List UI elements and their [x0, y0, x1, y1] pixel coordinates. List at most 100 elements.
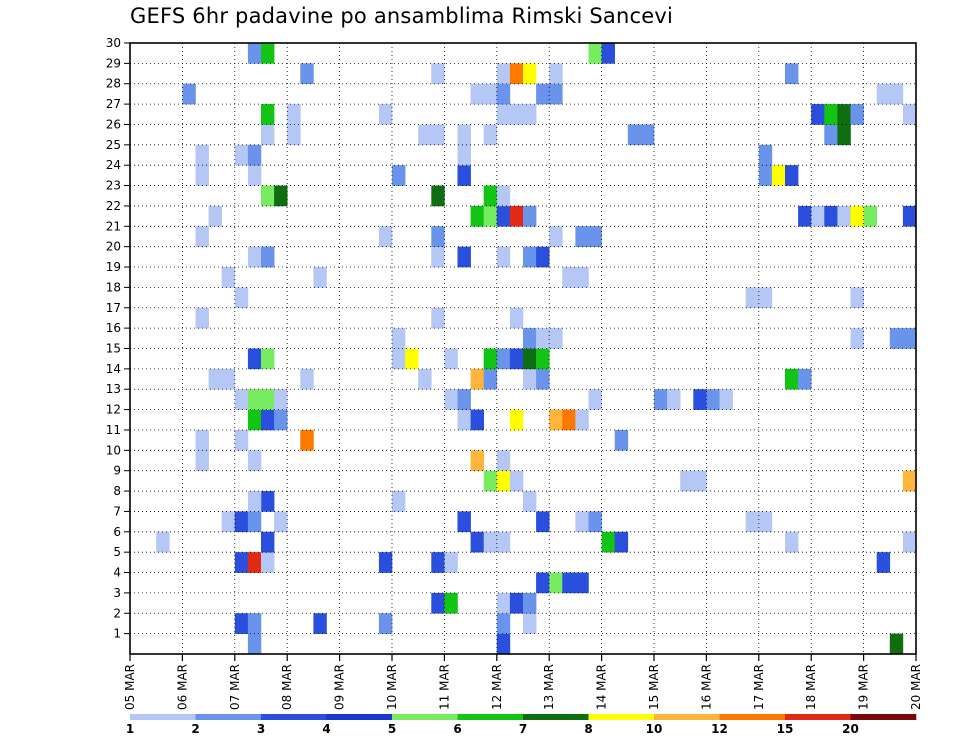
heatmap-cell: [300, 368, 314, 390]
heatmap-cell: [496, 83, 511, 105]
y-tick-label: 28: [106, 77, 121, 91]
heatmap-cell: [837, 104, 851, 125]
heatmap-cell: [523, 368, 537, 390]
legend-label: 8: [584, 722, 592, 736]
heatmap-cell: [627, 124, 642, 146]
y-tick-label: 20: [106, 240, 121, 254]
heatmap-cell: [536, 572, 550, 594]
heatmap-cell: [300, 429, 314, 451]
heatmap-cell: [496, 104, 511, 125]
heatmap-cell: [470, 83, 484, 105]
heatmap-cell: [549, 83, 563, 105]
y-tick-label: 30: [106, 36, 121, 50]
heatmap-cell: [798, 205, 812, 227]
heatmap-cell: [523, 491, 537, 512]
y-tick-label: 26: [106, 117, 121, 131]
heatmap-cell: [261, 43, 275, 64]
heatmap-cell: [457, 144, 471, 166]
heatmap-cell: [496, 450, 511, 471]
heatmap-cell: [483, 124, 498, 146]
legend-swatch: [850, 714, 917, 720]
heatmap-cell: [509, 348, 524, 370]
heatmap-cell: [444, 552, 458, 573]
heatmap-cell: [313, 613, 327, 634]
heatmap-cell: [588, 511, 602, 533]
heatmap-cell: [247, 491, 262, 512]
heatmap-cell: [523, 592, 537, 614]
heatmap-cell: [156, 531, 170, 553]
x-tick-label: 15 MAR: [647, 664, 661, 710]
heatmap-cell: [850, 328, 864, 349]
y-axis: 1234567891011121314151617181920212223242…: [106, 36, 130, 641]
heatmap-cell: [221, 267, 236, 288]
x-tick-label: 18 MAR: [804, 664, 818, 710]
legend-swatch: [392, 714, 458, 720]
heatmap-cell: [261, 348, 275, 370]
heatmap-cell: [536, 83, 550, 105]
heatmap-cell: [470, 368, 484, 390]
heatmap-cell: [261, 246, 275, 268]
heatmap-cell: [392, 165, 406, 186]
heatmap-cell: [509, 307, 524, 329]
heatmap-cell: [247, 613, 262, 634]
heatmap-cell: [902, 328, 917, 349]
y-tick-label: 18: [106, 280, 121, 294]
heatmap-cell: [785, 165, 799, 186]
y-tick-label: 3: [113, 586, 121, 600]
heatmap-cell: [234, 144, 249, 166]
legend-label: 4: [322, 722, 330, 736]
heatmap-cell: [274, 409, 288, 431]
heatmap-cell: [549, 328, 563, 349]
heatmap-cell: [758, 165, 773, 186]
heatmap-cell: [247, 246, 262, 268]
heatmap-cell: [588, 389, 602, 410]
heatmap-cell: [496, 246, 511, 268]
heatmap-cell: [247, 144, 262, 166]
heatmap-cell: [523, 348, 537, 370]
heatmap-cell: [575, 572, 589, 594]
heatmap-cell: [549, 63, 563, 85]
heatmap-cell: [247, 348, 262, 370]
heatmap-cell: [850, 104, 864, 125]
heatmap-cell: [523, 104, 537, 125]
heatmap-cell: [496, 348, 511, 370]
heatmap-cell: [601, 531, 615, 553]
x-tick-label: 06 MAR: [175, 664, 189, 710]
heatmap-cell: [785, 63, 799, 85]
heatmap-cell: [261, 531, 275, 553]
heatmap-cell: [562, 572, 576, 594]
heatmap-cell: [247, 552, 262, 573]
heatmap-cell: [811, 205, 825, 227]
heatmap-cell: [496, 63, 511, 85]
heatmap-cell: [234, 429, 249, 451]
heatmap-cell: [536, 328, 550, 349]
heatmap-cell: [195, 307, 209, 329]
heatmap-cell: [758, 144, 773, 166]
heatmap-cell: [195, 144, 209, 166]
heatmap-cell: [850, 205, 864, 227]
heatmap-cell: [392, 491, 406, 512]
heatmap-cell: [575, 267, 589, 288]
heatmap-cell: [509, 592, 524, 614]
x-tick-label: 19 MAR: [857, 664, 871, 710]
heatmap-cell: [614, 531, 629, 553]
x-tick-label: 05 MAR: [123, 664, 137, 710]
heatmap-cell: [470, 409, 484, 431]
heatmap-cell: [758, 287, 773, 309]
heatmap-cell: [195, 450, 209, 471]
heatmap-cell: [247, 450, 262, 471]
x-tick-label: 12 MAR: [490, 664, 504, 710]
y-tick-label: 17: [106, 301, 121, 315]
legend-label: 12: [711, 722, 728, 736]
heatmap-cell: [549, 572, 563, 594]
heatmap-cell: [457, 165, 471, 186]
heatmap-cell: [785, 368, 799, 390]
heatmap-cell: [208, 368, 222, 390]
y-tick-label: 19: [106, 260, 121, 274]
heatmap-cell: [418, 368, 432, 390]
heatmap-cell: [536, 511, 550, 533]
heatmap-cell: [562, 267, 576, 288]
heatmap-cell: [431, 246, 445, 268]
grid-layer: [130, 42, 917, 654]
heatmap-cell: [824, 104, 838, 125]
